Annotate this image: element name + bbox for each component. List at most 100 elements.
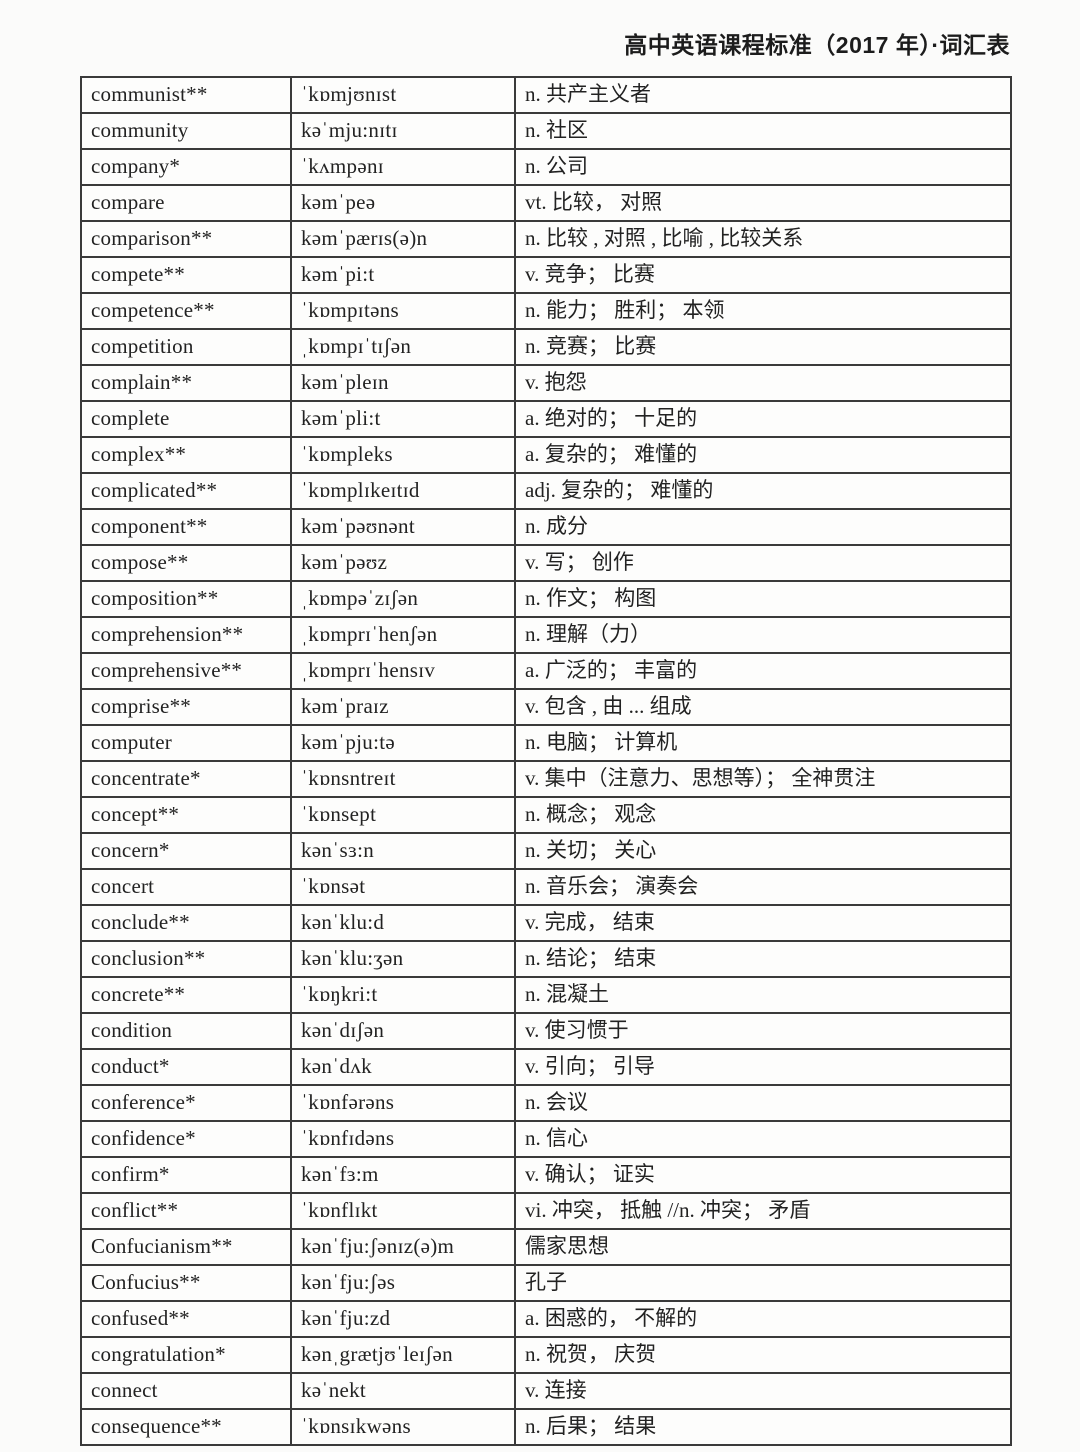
word-text: congratulation* [80, 1336, 292, 1374]
ipa-text: ˌkɒmprɪˈhenʃən [290, 616, 516, 654]
table-row: computer kəmˈpju:tə n. 电脑； 计算机 [80, 724, 1012, 762]
ipa-text: ˈkɒnflɪkt [290, 1192, 516, 1230]
vocab-table: communist** ˈkɒmjʊnɪst n. 共产主义者 community kə… [80, 76, 1012, 1446]
word-text: comparison** [80, 220, 292, 258]
ipa-text: kənˌgrætjʊˈleɪʃən [290, 1336, 516, 1374]
ipa-text: ˈkʌmpənɪ [290, 148, 516, 186]
ipa-text: ˈkɒnsɪkwəns [290, 1408, 516, 1446]
ipa-text: ˈkɒnsntreɪt [290, 760, 516, 798]
word-text: conflict** [80, 1192, 292, 1230]
word-text: component** [80, 508, 292, 546]
ipa-text: ˈkɒmpɪtəns [290, 292, 516, 330]
word-text: communist** [80, 76, 292, 114]
definition-text: a. 复杂的； 难懂的 [514, 436, 1012, 474]
table-row: compose** kəmˈpəʊz v. 写； 创作 [80, 544, 1012, 582]
ipa-text: ˌkɒmpɪˈtɪʃən [290, 328, 516, 366]
ipa-text: kəˈnekt [290, 1372, 516, 1410]
table-row: conclusion** kənˈklu:ʒən n. 结论； 结束 [80, 940, 1012, 978]
ipa-text: kəmˈpli:t [290, 400, 516, 438]
definition-text: vi. 冲突， 抵触 //n. 冲突； 矛盾 [514, 1192, 1012, 1230]
definition-text: v. 完成， 结束 [514, 904, 1012, 942]
definition-text: 儒家思想 [514, 1228, 1012, 1266]
word-text: conduct* [80, 1048, 292, 1086]
table-row: connect kəˈnekt v. 连接 [80, 1372, 1012, 1410]
table-row: Confucianism** kənˈfju:ʃənɪz(ə)m 儒家思想 [80, 1228, 1012, 1266]
ipa-text: kəmˈpærɪs(ə)n [290, 220, 516, 258]
definition-text: n. 公司 [514, 148, 1012, 186]
ipa-text: ˈkɒnsət [290, 868, 516, 906]
definition-text: n. 共产主义者 [514, 76, 1012, 114]
definition-text: n. 关切； 关心 [514, 832, 1012, 870]
definition-text: v. 竞争； 比赛 [514, 256, 1012, 294]
word-text: Confucianism** [80, 1228, 292, 1266]
definition-text: n. 信心 [514, 1120, 1012, 1158]
word-text: conference* [80, 1084, 292, 1122]
definition-text: n. 竞赛； 比赛 [514, 328, 1012, 366]
word-text: company* [80, 148, 292, 186]
table-row: community kəˈmju:nɪtɪ n. 社区 [80, 112, 1012, 150]
ipa-text: ˈkɒmpleks [290, 436, 516, 474]
table-row: communist** ˈkɒmjʊnɪst n. 共产主义者 [80, 76, 1012, 114]
definition-text: v. 集中（注意力、思想等）； 全神贯注 [514, 760, 1012, 798]
definition-text: n. 电脑； 计算机 [514, 724, 1012, 762]
definition-text: a. 绝对的； 十足的 [514, 400, 1012, 438]
definition-text: n. 能力； 胜利； 本领 [514, 292, 1012, 330]
definition-text: a. 困惑的， 不解的 [514, 1300, 1012, 1338]
definition-text: 孔子 [514, 1264, 1012, 1302]
ipa-text: kəmˈpleɪn [290, 364, 516, 402]
ipa-text: ˈkɒnsept [290, 796, 516, 834]
word-text: confirm* [80, 1156, 292, 1194]
ipa-text: kənˈdɪʃən [290, 1012, 516, 1050]
table-row: concentrate* ˈkɒnsntreɪt v. 集中（注意力、思想等）； 全… [80, 760, 1012, 798]
definition-text: v. 连接 [514, 1372, 1012, 1410]
table-row: component** kəmˈpəʊnənt n. 成分 [80, 508, 1012, 546]
table-row: comprehension** ˌkɒmprɪˈhenʃən n. 理解（力） [80, 616, 1012, 654]
table-row: comprehensive** ˌkɒmprɪˈhensɪv a. 广泛的； 丰富的 [80, 652, 1012, 690]
vocab-table-body: communist** ˈkɒmjʊnɪst n. 共产主义者 community kə… [80, 76, 1012, 1446]
ipa-text: ˈkɒmplɪkeɪtɪd [290, 472, 516, 510]
definition-text: n. 社区 [514, 112, 1012, 150]
definition-text: v. 抱怨 [514, 364, 1012, 402]
table-row: complicated** ˈkɒmplɪkeɪtɪd adj. 复杂的； 难懂的 [80, 472, 1012, 510]
table-row: complain** kəmˈpleɪn v. 抱怨 [80, 364, 1012, 402]
definition-text: n. 理解（力） [514, 616, 1012, 654]
word-text: concrete** [80, 976, 292, 1014]
word-text: confused** [80, 1300, 292, 1338]
definition-text: n. 比较 , 对照 , 比喻 , 比较关系 [514, 220, 1012, 258]
table-row: confused** kənˈfju:zd a. 困惑的， 不解的 [80, 1300, 1012, 1338]
definition-text: v. 引向； 引导 [514, 1048, 1012, 1086]
table-row: compete** kəmˈpi:t v. 竞争； 比赛 [80, 256, 1012, 294]
ipa-text: kəmˈpəʊz [290, 544, 516, 582]
table-row: company* ˈkʌmpənɪ n. 公司 [80, 148, 1012, 186]
word-text: computer [80, 724, 292, 762]
word-text: concern* [80, 832, 292, 870]
word-text: composition** [80, 580, 292, 618]
ipa-text: kənˈklu:ʒən [290, 940, 516, 978]
table-row: compare kəmˈpeə vt. 比较， 对照 [80, 184, 1012, 222]
word-text: condition [80, 1012, 292, 1050]
ipa-text: kənˈfɜ:m [290, 1156, 516, 1194]
table-row: conclude** kənˈklu:d v. 完成， 结束 [80, 904, 1012, 942]
word-text: consequence** [80, 1408, 292, 1446]
table-row: complex** ˈkɒmpleks a. 复杂的； 难懂的 [80, 436, 1012, 474]
definition-text: v. 包含 , 由 ... 组成 [514, 688, 1012, 726]
word-text: competence** [80, 292, 292, 330]
ipa-text: ˈkɒmjʊnɪst [290, 76, 516, 114]
definition-text: vt. 比较， 对照 [514, 184, 1012, 222]
definition-text: n. 混凝土 [514, 976, 1012, 1014]
definition-text: v. 写； 创作 [514, 544, 1012, 582]
word-text: connect [80, 1372, 292, 1410]
word-text: conclusion** [80, 940, 292, 978]
table-row: concrete** ˈkɒŋkri:t n. 混凝土 [80, 976, 1012, 1014]
table-row: Confucius** kənˈfju:ʃəs 孔子 [80, 1264, 1012, 1302]
table-row: concern* kənˈsɜ:n n. 关切； 关心 [80, 832, 1012, 870]
definition-text: n. 成分 [514, 508, 1012, 546]
word-text: comprise** [80, 688, 292, 726]
ipa-text: kənˈfju:ʃəs [290, 1264, 516, 1302]
ipa-text: kəmˈpju:tə [290, 724, 516, 762]
ipa-text: ˈkɒnfərəns [290, 1084, 516, 1122]
ipa-text: kənˈdʌk [290, 1048, 516, 1086]
word-text: complicated** [80, 472, 292, 510]
table-row: confidence* ˈkɒnfɪdəns n. 信心 [80, 1120, 1012, 1158]
ipa-text: ˌkɒmprɪˈhensɪv [290, 652, 516, 690]
